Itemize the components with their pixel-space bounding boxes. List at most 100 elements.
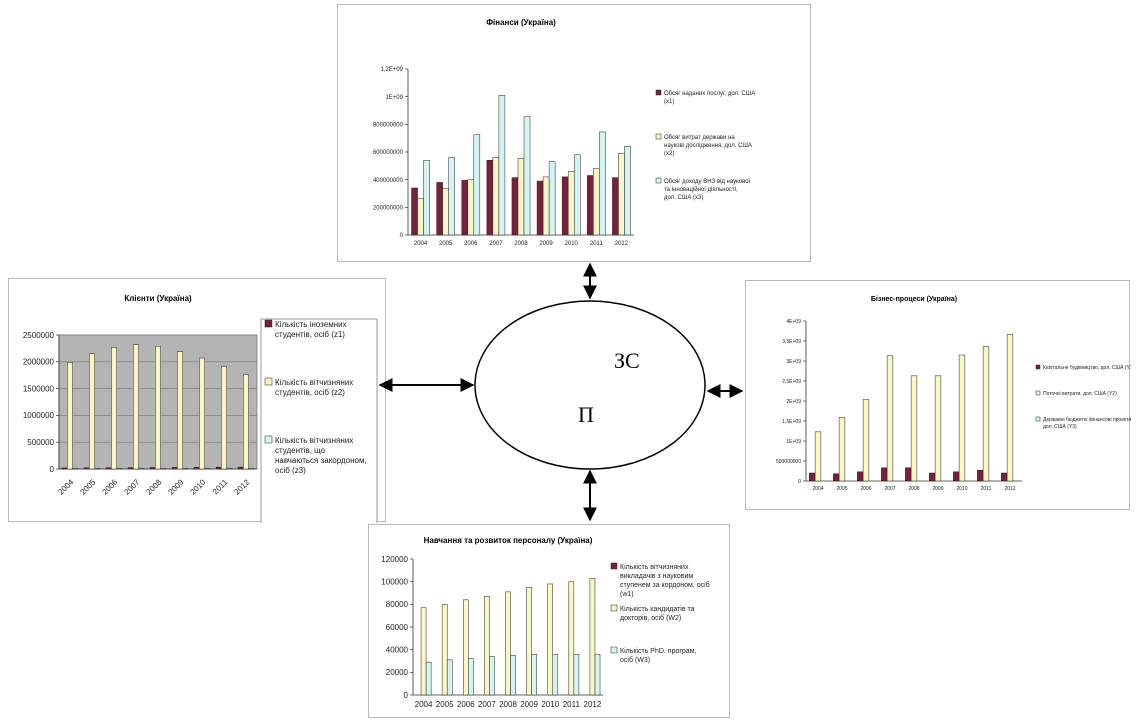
business-xtick-label: 2005: [836, 486, 847, 492]
clients-bar: [226, 467, 233, 470]
business-bar: [833, 473, 840, 482]
training-bar: [552, 653, 559, 696]
clients-chart-title: Клієнти (Україна): [124, 294, 192, 303]
finance-bar: [593, 168, 600, 236]
finance-bar: [417, 198, 424, 236]
clients-bar: [199, 357, 205, 470]
training-legend-label: Кількість кандидатів та докторів, осіб (W…: [620, 605, 695, 622]
business-bar: [814, 431, 822, 482]
clients-xtick-label: 2007: [122, 477, 141, 496]
business-bar: [953, 471, 960, 482]
finance-legend-label: Обсяг витрат держави на наукові досліджен…: [664, 135, 752, 157]
clients-bar: [67, 362, 73, 470]
training-legend-swatch: [610, 562, 618, 570]
finance-bar: [618, 153, 625, 236]
clients-bar: [72, 467, 79, 470]
clients-bar: [204, 467, 211, 470]
business-legend-label: Державні бюджетні фінансові проекти, дол.…: [1043, 417, 1131, 430]
training-ytick-label: 20000: [386, 668, 409, 677]
business-ytick-label: 0: [798, 479, 801, 485]
clients-legend-box: [260, 318, 378, 523]
clients-ytick-label: 1500000: [23, 384, 55, 393]
finance-ytick-label: 0: [400, 233, 404, 239]
clients-xtick-label: 2005: [78, 477, 97, 496]
clients-bar: [215, 466, 222, 470]
business-xtick-label: 2006: [860, 486, 871, 492]
business-chart-panel: Бізнес-процеси (Україна) 0 500000000 1E+09 1…: [745, 280, 1131, 510]
finance-ytick-label: 200000000: [373, 205, 404, 211]
finance-xtick-label: 2005: [439, 241, 453, 247]
business-xtick-label: 2007: [884, 486, 895, 492]
finance-ytick-label: 600000000: [373, 150, 404, 156]
finance-bar: [473, 134, 481, 236]
clients-bar: [160, 467, 167, 470]
clients-bar: [237, 466, 244, 470]
clients-bar: [89, 353, 95, 470]
finance-bar: [587, 175, 594, 236]
finance-legend-swatch: [655, 177, 662, 184]
clients-ytick-label: 2000000: [23, 358, 55, 367]
business-ytick-label: 1E+09: [786, 439, 801, 445]
training-xtick-label: 2006: [457, 700, 475, 709]
clients-bar: [155, 346, 161, 470]
training-legend: Кількість вітчизняних викладачів з науков…: [610, 562, 710, 664]
finance-bar: [498, 95, 506, 236]
clients-ytick-label: 2500000: [23, 331, 55, 340]
training-xtick-label: 2008: [499, 700, 517, 709]
business-legend-swatch: [1035, 364, 1041, 370]
training-bar: [526, 587, 532, 696]
finance-xtick-label: 2009: [539, 241, 553, 247]
training-bar: [420, 607, 427, 696]
clients-bar: [133, 344, 139, 470]
training-bar: [489, 656, 495, 696]
training-xtick-label: 2011: [563, 700, 581, 709]
business-bar: [838, 417, 846, 482]
finance-legend-label: Обсяг доходу ВНЗ від наукової та інноваці…: [664, 179, 751, 201]
training-legend-swatch: [610, 604, 618, 612]
clients-xtick-label: 2012: [232, 477, 251, 496]
finance-bar: [542, 176, 550, 236]
finance-xtick-label: 2011: [590, 241, 604, 247]
finance-bar: [461, 180, 469, 236]
training-legend-label: Кількість PhD. програм, осіб (W3): [620, 647, 697, 664]
finance-bar: [436, 182, 443, 236]
finance-bar: [423, 160, 430, 236]
business-bar: [977, 469, 984, 482]
finance-xtick-label: 2012: [615, 241, 629, 247]
business-bar: [910, 375, 918, 482]
clients-chart: Клієнти (Україна) 0 500000 1000000 1500000 20…: [23, 294, 378, 523]
business-ytick-label: 2,5E+09: [782, 379, 801, 385]
training-bar: [425, 661, 432, 696]
training-chart-panel: Навчання та розвиток персоналу (Україна)…: [368, 524, 730, 718]
clients-xtick-label: 2010: [188, 477, 207, 496]
finance-bar: [492, 157, 500, 236]
training-ytick-label: 100000: [381, 577, 408, 586]
finance-bar: [517, 157, 525, 236]
training-ytick-label: 80000: [386, 600, 409, 609]
business-bar: [857, 471, 864, 482]
business-ytick-label: 500000000: [776, 459, 801, 465]
business-xtick-label: 2011: [981, 486, 992, 492]
finance-xtick-label: 2006: [464, 241, 478, 247]
finance-bar: [467, 179, 475, 236]
training-xtick-label: 2004: [415, 700, 433, 709]
clients-legend: Кількість іноземних студентів, осіб (z1) К…: [260, 318, 378, 523]
training-bar: [468, 658, 474, 696]
finance-bar: [561, 176, 569, 236]
business-bar: [1001, 472, 1008, 482]
finance-ytick-label: 400000000: [373, 178, 404, 184]
finance-xtick-label: 2008: [514, 241, 528, 247]
finance-bar: [567, 171, 575, 236]
training-bar: [531, 653, 537, 696]
business-xtick-label: 2004: [812, 486, 823, 492]
finance-bar: [411, 187, 418, 236]
business-bar: [934, 375, 942, 482]
training-bar: [573, 653, 580, 696]
business-legend-label: Поточні витрати, дол. США (Y2): [1043, 391, 1117, 397]
clients-bar: [105, 467, 112, 470]
training-legend-swatch: [610, 646, 618, 654]
training-bar: [594, 653, 601, 696]
finance-xtick-label: 2007: [489, 241, 503, 247]
finance-bar: [548, 161, 556, 236]
training-xtick-label: 2012: [584, 700, 602, 709]
